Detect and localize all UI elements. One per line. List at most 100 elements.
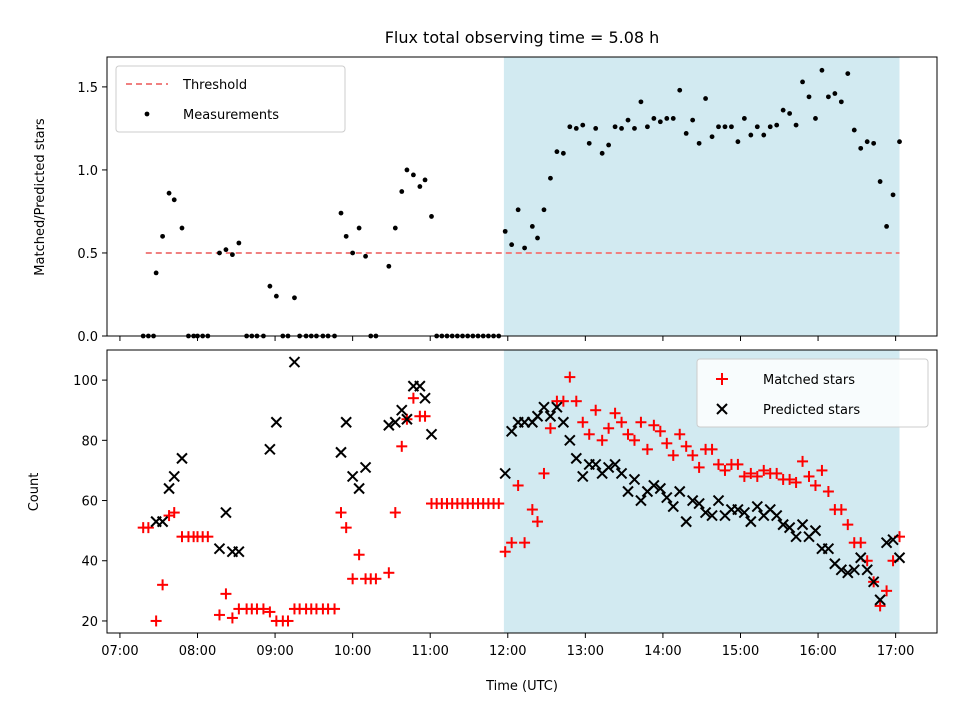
x-tick-label: 11:00 bbox=[411, 644, 448, 659]
measurement-point bbox=[580, 122, 586, 128]
measurement-point bbox=[845, 71, 851, 77]
measurement-point bbox=[780, 107, 786, 113]
predicted-star-point bbox=[401, 413, 413, 425]
measurement-point bbox=[411, 172, 416, 178]
measurement-point bbox=[632, 126, 637, 131]
measurement-point bbox=[754, 124, 760, 130]
measurement-point bbox=[586, 140, 592, 146]
predicted-star-point bbox=[335, 446, 347, 459]
matched-star-point bbox=[544, 422, 556, 434]
measurement-point bbox=[619, 126, 624, 131]
measurement-point bbox=[554, 149, 560, 155]
predicted-star-point bbox=[359, 461, 372, 474]
predicted-star-point bbox=[346, 470, 359, 483]
measurement-point bbox=[683, 130, 689, 136]
predicted-star-point bbox=[163, 482, 175, 495]
matched-star-point bbox=[389, 507, 401, 519]
predicted-star-point bbox=[557, 416, 570, 428]
predicted-star-point bbox=[887, 533, 899, 546]
predicted-star-point bbox=[383, 419, 395, 431]
legend-measurements-label: Measurements bbox=[183, 108, 279, 123]
predicted-star-point bbox=[419, 392, 431, 404]
matched-star-point bbox=[751, 470, 763, 482]
predicted-star-point bbox=[577, 470, 589, 483]
legend-predicted-swatch bbox=[716, 403, 728, 415]
matched-star-point bbox=[257, 603, 269, 615]
matched-star-point bbox=[661, 437, 673, 449]
predicted-star-point bbox=[706, 509, 718, 522]
predicted-star-point bbox=[538, 401, 550, 413]
matched-star-point bbox=[797, 455, 809, 467]
measurement-point bbox=[606, 142, 612, 148]
matched-star-point bbox=[842, 519, 854, 531]
measurement-point bbox=[386, 263, 392, 269]
matched-star-point bbox=[583, 428, 595, 440]
measurement-point bbox=[522, 245, 527, 251]
matched-star-point bbox=[835, 504, 847, 516]
x-tick-label: 13:00 bbox=[567, 644, 604, 659]
measurement-point bbox=[292, 295, 297, 301]
measurement-point bbox=[625, 117, 631, 123]
measurement-points bbox=[140, 67, 902, 339]
measurement-point bbox=[729, 124, 734, 130]
measurement-point bbox=[399, 189, 405, 194]
predicted-star-point bbox=[674, 485, 686, 498]
predicted-star-point bbox=[654, 482, 667, 495]
matched-star-point bbox=[347, 573, 359, 585]
matched-star-point bbox=[340, 522, 352, 534]
bottom-y-tick-label: 60 bbox=[81, 495, 98, 510]
matched-star-point bbox=[157, 579, 169, 591]
measurement-point bbox=[664, 116, 670, 121]
matched-star-point bbox=[499, 546, 511, 558]
top-y-tick-label: 0.5 bbox=[77, 247, 98, 262]
predicted-star-point bbox=[699, 506, 712, 519]
matched-star-point bbox=[603, 422, 615, 434]
matched-star-point bbox=[609, 407, 621, 419]
matched-star-point bbox=[168, 507, 180, 519]
predicted-star-point bbox=[564, 434, 576, 447]
top-y-axis: 0.0 0.5 1.0 1.5 bbox=[77, 81, 107, 345]
x-tick-label: 08:00 bbox=[179, 644, 216, 659]
matched-star-point bbox=[570, 395, 582, 407]
predicted-star-point bbox=[693, 497, 705, 510]
measurement-point bbox=[884, 223, 889, 229]
matched-star-point bbox=[407, 392, 419, 404]
predicted-star-point bbox=[680, 515, 692, 528]
predicted-star-point bbox=[777, 518, 789, 531]
matched-star-point bbox=[512, 479, 524, 491]
legend-threshold-label: Threshold bbox=[182, 78, 247, 93]
measurement-point bbox=[819, 67, 825, 73]
measurement-point bbox=[612, 124, 618, 130]
predicted-star-point bbox=[589, 458, 602, 471]
measurement-point bbox=[567, 124, 573, 130]
predicted-star-point bbox=[880, 536, 893, 549]
measurement-point bbox=[179, 225, 185, 231]
top-y-tick-label: 0.0 bbox=[77, 330, 98, 345]
matched-star-point bbox=[213, 609, 225, 621]
predicted-star-point bbox=[270, 416, 283, 428]
predicted-star-point bbox=[396, 404, 408, 416]
matched-star-point bbox=[396, 440, 408, 452]
predicted-star-point bbox=[609, 458, 621, 471]
bottom-x-axis: 07:00 08:00 09:00 10:00 11:00 12:00 13:00 14:00… bbox=[101, 633, 914, 659]
matched-star-point bbox=[732, 458, 744, 470]
predicted-star-point bbox=[499, 467, 511, 480]
predicted-stars-points bbox=[150, 356, 906, 606]
matched-star-point bbox=[506, 537, 518, 549]
measurement-point bbox=[696, 140, 702, 146]
x-tick-label: 10:00 bbox=[334, 644, 371, 659]
predicted-star-point bbox=[635, 494, 647, 507]
measurement-point bbox=[217, 250, 222, 256]
x-axis-label: Time (UTC) bbox=[485, 679, 558, 694]
x-tick-label: 16:00 bbox=[799, 644, 836, 659]
measurement-point bbox=[651, 116, 657, 121]
predicted-star-point bbox=[389, 416, 402, 428]
predicted-star-point bbox=[686, 494, 699, 507]
matched-star-point bbox=[719, 464, 731, 476]
matched-star-point bbox=[784, 473, 796, 485]
measurement-point bbox=[677, 87, 683, 93]
predicted-star-point bbox=[732, 503, 744, 516]
bottom-panel: 20 40 60 80 100 07:00 08:00 09:00 10:00 11:00 12:… bbox=[27, 349, 938, 694]
predicted-star-point bbox=[615, 467, 628, 480]
